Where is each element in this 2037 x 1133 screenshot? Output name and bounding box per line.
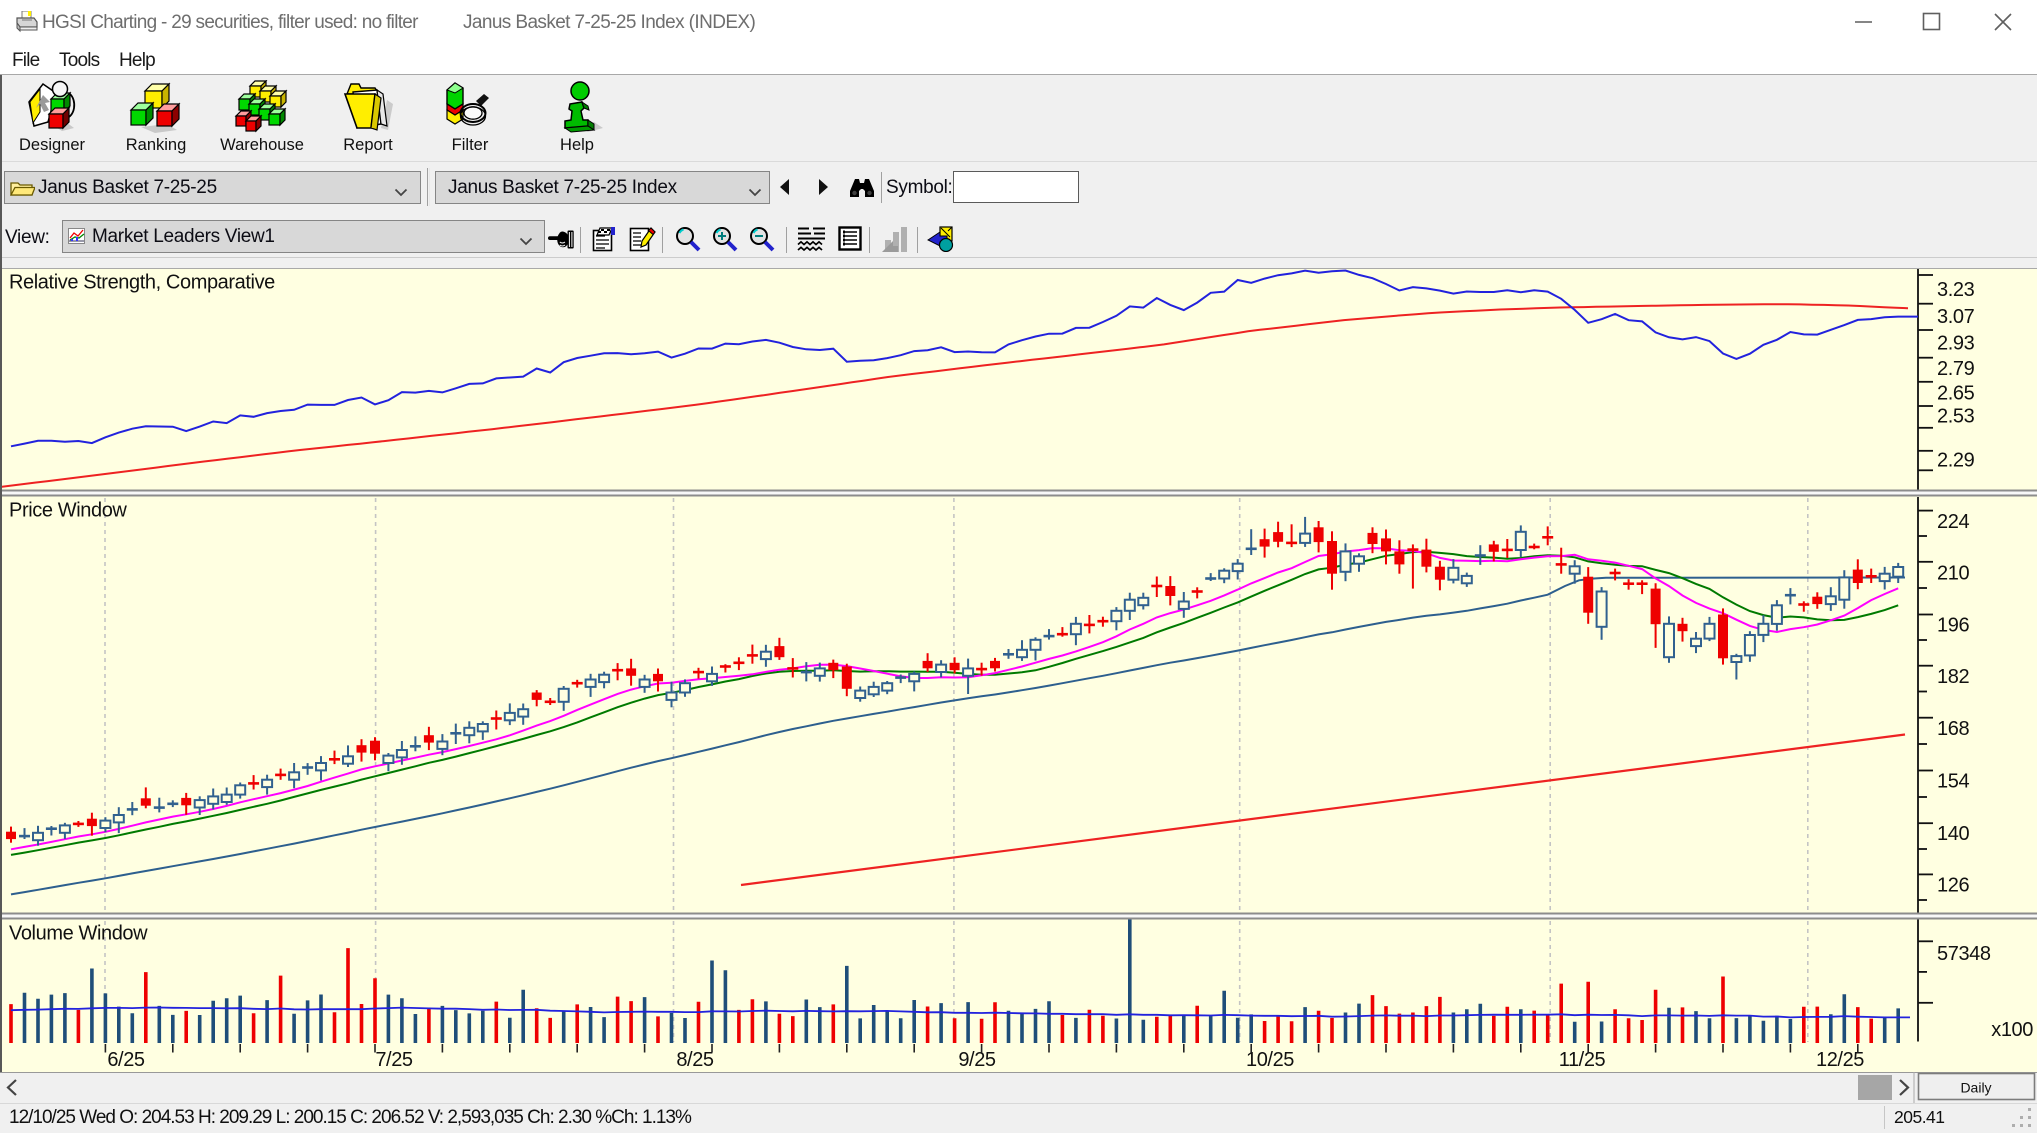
svg-text:6/25: 6/25: [107, 1049, 145, 1071]
svg-text:x100: x100: [1991, 1019, 2033, 1041]
svg-text:140: 140: [1937, 823, 1969, 845]
svg-text:196: 196: [1937, 615, 1969, 637]
svg-text:126: 126: [1937, 875, 1969, 897]
svg-text:Price Window: Price Window: [9, 500, 127, 522]
svg-text:8/25: 8/25: [676, 1049, 714, 1071]
svg-text:2.53: 2.53: [1937, 406, 1975, 428]
svg-text:182: 182: [1937, 666, 1969, 688]
svg-text:11/25: 11/25: [1559, 1049, 1606, 1071]
svg-text:Daily: Daily: [1960, 1080, 1991, 1096]
svg-text:154: 154: [1937, 771, 1969, 793]
svg-text:10/25: 10/25: [1246, 1049, 1294, 1071]
svg-text:3.07: 3.07: [1937, 306, 1975, 328]
svg-text:224: 224: [1937, 511, 1969, 533]
svg-text:3.23: 3.23: [1937, 279, 1975, 301]
svg-text:7/25: 7/25: [375, 1049, 413, 1071]
svg-text:Relative Strength, Comparative: Relative Strength, Comparative: [9, 272, 275, 294]
svg-text:2.93: 2.93: [1937, 333, 1975, 355]
svg-text:2.65: 2.65: [1937, 383, 1975, 405]
svg-text:Volume Window: Volume Window: [9, 923, 148, 945]
svg-text:210: 210: [1937, 563, 1969, 585]
svg-text:9/25: 9/25: [958, 1049, 996, 1071]
svg-text:2.29: 2.29: [1937, 450, 1975, 472]
svg-text:12/25: 12/25: [1816, 1049, 1864, 1071]
svg-text:2.79: 2.79: [1937, 358, 1975, 380]
svg-text:168: 168: [1937, 718, 1969, 740]
svg-text:57348: 57348: [1937, 943, 1991, 965]
